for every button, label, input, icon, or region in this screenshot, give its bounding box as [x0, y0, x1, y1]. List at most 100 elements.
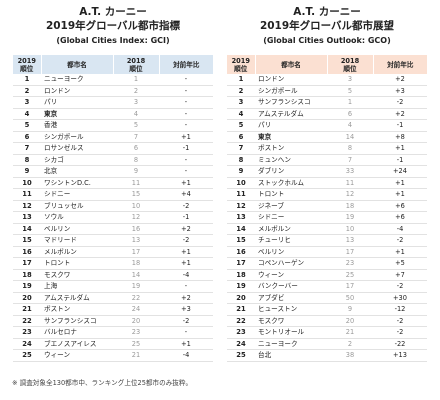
prev-rank-cell: 19: [327, 211, 373, 224]
table-row: 7 ボストン 8 +1: [227, 142, 427, 155]
rank-cell: 9: [13, 165, 41, 178]
prev-rank-cell: 13: [327, 234, 373, 247]
prev-rank-cell: 20: [113, 315, 159, 328]
prev-rank-cell: 4: [327, 119, 373, 132]
change-cell: -1: [159, 142, 213, 155]
city-cell: アムステルダム: [41, 292, 113, 305]
table-row: 4 アムステルダム 6 +2: [227, 108, 427, 121]
gco-title: 2019年グローバル都市展望: [259, 20, 395, 33]
change-cell: +2: [373, 74, 427, 86]
table-row: 18 モスクワ 14 -4: [13, 269, 213, 282]
rank-cell: 20: [13, 292, 41, 305]
city-cell: ソウル: [41, 211, 113, 224]
change-cell: +7: [373, 269, 427, 282]
table-row: 15 マドリード 13 -2: [13, 234, 213, 247]
table-row: 13 シドニー 19 +6: [227, 211, 427, 224]
table-row: 20 アブダビ 50 +30: [227, 292, 427, 305]
table-row: 16 ベルリン 17 +1: [227, 246, 427, 259]
city-cell: シンガポール: [255, 85, 327, 98]
col-change: 対前年比: [159, 55, 213, 75]
prev-rank-cell: 14: [327, 131, 373, 144]
change-cell: +24: [373, 165, 427, 178]
gci-title: 2019年グローバル都市指標: [45, 20, 181, 33]
change-cell: -1: [373, 154, 427, 167]
prev-rank-cell: 18: [327, 200, 373, 213]
col-city: 都市名: [255, 55, 328, 75]
prev-rank-cell: 7: [113, 131, 159, 144]
change-cell: +13: [373, 349, 427, 362]
change-cell: +1: [373, 246, 427, 259]
city-cell: 台北: [255, 349, 327, 362]
prev-rank-cell: 20: [327, 315, 373, 328]
city-cell: ロサンゼルス: [41, 142, 113, 155]
prev-rank-cell: 17: [327, 280, 373, 293]
change-cell: +8: [373, 131, 427, 144]
city-cell: パリ: [41, 96, 113, 109]
city-cell: ストックホルム: [255, 177, 327, 190]
prev-rank-cell: 8: [327, 142, 373, 155]
rank-cell: 4: [227, 108, 255, 121]
change-cell: -: [159, 74, 213, 86]
change-cell: +1: [373, 177, 427, 190]
table-row: 25 台北 38 +13: [227, 349, 427, 362]
table-row: 19 上海 19-: [13, 280, 213, 293]
col-change: 対前年比: [373, 55, 427, 75]
city-cell: ダブリン: [255, 165, 327, 178]
rank-cell: 12: [227, 200, 255, 213]
rank-cell: 17: [227, 257, 255, 270]
prev-rank-cell: 13: [113, 234, 159, 247]
change-cell: -: [159, 154, 213, 167]
rank-cell: 8: [13, 154, 41, 167]
prev-rank-cell: 23: [327, 257, 373, 270]
change-cell: +4: [159, 188, 213, 201]
city-cell: モスクワ: [255, 315, 327, 328]
change-cell: -2: [373, 280, 427, 293]
change-cell: +2: [159, 223, 213, 236]
city-cell: マドリード: [41, 234, 113, 247]
rank-cell: 5: [227, 119, 255, 132]
city-cell: サンフランシスコ: [41, 315, 113, 328]
rank-cell: 1: [227, 74, 255, 86]
city-cell: モントリオール: [255, 326, 327, 339]
city-cell: 上海: [41, 280, 113, 293]
rank-cell: 2: [13, 85, 41, 98]
change-cell: +5: [373, 257, 427, 270]
rank-cell: 16: [13, 246, 41, 259]
city-cell: メルボルン: [41, 246, 113, 259]
gco-table: 2019 順位 都市名 2018 順位 対前年比 1 ロンドン 3 +2 2 シンガポール…: [227, 55, 427, 362]
rank-cell: 7: [227, 142, 255, 155]
city-cell: ロンドン: [255, 74, 327, 86]
rank-cell: 5: [13, 119, 41, 132]
prev-rank-cell: 18: [113, 257, 159, 270]
prev-rank-cell: 7: [327, 154, 373, 167]
table-row: 3 サンフランシスコ 1 -2: [227, 96, 427, 109]
city-cell: 東京: [41, 108, 113, 121]
prev-rank-cell: 5: [113, 119, 159, 132]
change-cell: -4: [373, 223, 427, 236]
city-cell: チューリヒ: [255, 234, 327, 247]
footnote: ※ 調査対象全130都市中、ランキング上位25都市のみ抜粋。: [12, 379, 193, 387]
change-cell: +30: [373, 292, 427, 305]
rank-cell: 23: [13, 326, 41, 339]
rank-cell: 22: [13, 315, 41, 328]
table-row: 15 チューリヒ 13 -2: [227, 234, 427, 247]
table-row: 9 ダブリン 33 +24: [227, 165, 427, 178]
table-row: 18 ウィーン 25 +7: [227, 269, 427, 282]
change-cell: -2: [373, 326, 427, 339]
rank-cell: 23: [227, 326, 255, 339]
city-cell: 北京: [41, 165, 113, 178]
rank-cell: 4: [13, 108, 41, 121]
table-row: 17 トロント 18 +1: [13, 257, 213, 270]
col-rank-2018: 2018 順位: [113, 55, 160, 75]
prev-rank-cell: 14: [113, 269, 159, 282]
prev-rank-cell: 21: [327, 326, 373, 339]
rank-cell: 13: [13, 211, 41, 224]
change-cell: +2: [373, 108, 427, 121]
rank-cell: 21: [13, 303, 41, 316]
rank-cell: 24: [227, 338, 255, 351]
rank-cell: 19: [227, 280, 255, 293]
city-cell: 東京: [255, 131, 327, 144]
rank-cell: 2: [227, 85, 255, 98]
city-cell: シドニー: [41, 188, 113, 201]
change-cell: +2: [159, 292, 213, 305]
